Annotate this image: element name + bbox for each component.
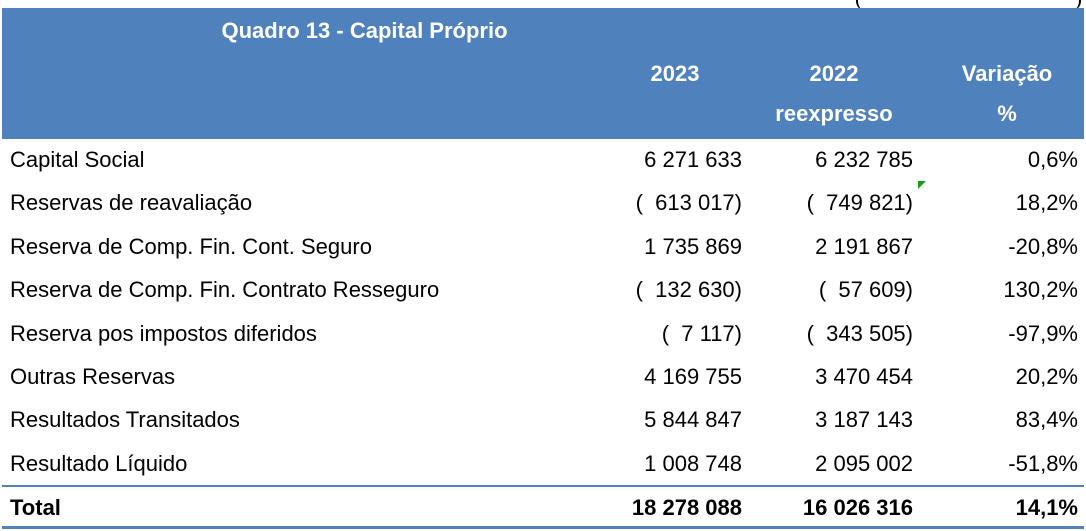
row-label: Reserva de Comp. Fin. Cont. Seguro: [10, 233, 372, 259]
total-2022: 16 026 316: [802, 495, 913, 520]
table-row: Resultados Transitados 5 844 847 3 187 1…: [0, 400, 1086, 443]
row-label: Reserva pos impostos diferidos: [10, 320, 317, 346]
value-variation: 83,4%: [1015, 407, 1078, 433]
total-divider-top: [2, 485, 1084, 487]
table-body: Capital Social 6 271 633 6 232 785 0,6% …: [0, 140, 1086, 487]
column-header-variation-sub: %: [997, 101, 1017, 126]
table-row: Reserva de Comp. Fin. Contrato Resseguro…: [0, 270, 1086, 313]
value-variation: -20,8%: [1008, 233, 1078, 259]
column-header-2022: 2022: [809, 61, 859, 86]
value-2022: 3 187 143: [815, 407, 913, 433]
value-2022: 3 470 454: [815, 363, 913, 389]
value-2023: ( 7 117): [661, 320, 742, 346]
column-header-2022-sub: reexpresso: [775, 101, 893, 126]
row-label: Outras Reservas: [10, 363, 176, 389]
total-divider-bottom: [2, 526, 1084, 529]
value-2023: 1 735 869: [644, 233, 742, 259]
total-variation: 14,1%: [1015, 495, 1078, 520]
value-variation: 18,2%: [1015, 190, 1078, 216]
value-2023: 4 169 755: [644, 363, 742, 389]
value-variation: 0,6%: [1027, 147, 1078, 172]
value-2023: ( 613 017): [635, 190, 742, 216]
value-2023: 6 271 633: [644, 147, 742, 172]
table-title: Quadro 13 - Capital Próprio: [221, 18, 508, 43]
value-2022: 2 095 002: [815, 450, 913, 476]
value-2023: 5 844 847: [644, 407, 742, 433]
table-row: Capital Social 6 271 633 6 232 785 0,6%: [0, 140, 1086, 183]
column-header-2023: 2023: [650, 61, 700, 86]
table-row: Reserva pos impostos diferidos ( 7 117) …: [0, 314, 1086, 357]
value-2022: 6 232 785: [815, 147, 913, 172]
table-row: Reserva de Comp. Fin. Cont. Seguro 1 735…: [0, 227, 1086, 270]
table-row: Outras Reservas 4 169 755 3 470 454 20,2…: [0, 357, 1086, 400]
total-2023: 18 278 088: [631, 495, 742, 520]
value-2022: 2 191 867: [815, 233, 913, 259]
row-label: Resultado Líquido: [10, 450, 188, 476]
row-label: Reserva de Comp. Fin. Contrato Resseguro: [10, 277, 440, 303]
value-2023: ( 132 630): [635, 277, 742, 303]
row-label: Reservas de reavaliação: [10, 190, 253, 216]
value-2022: ( 749 821): [806, 190, 913, 216]
total-row: Total 18 278 088 16 026 316 14,1%: [0, 487, 1086, 525]
total-label: Total: [10, 495, 61, 520]
value-variation: 20,2%: [1015, 363, 1078, 389]
row-label: Resultados Transitados: [10, 407, 240, 433]
table-row: Resultado Líquido 1 008 748 2 095 002 -5…: [0, 444, 1086, 487]
table-row: Reservas de reavaliação ( 613 017) ( 749…: [0, 183, 1086, 226]
row-label: Capital Social: [10, 147, 145, 172]
table-header: Quadro 13 - Capital Próprio 2023 2022 re…: [2, 8, 1084, 139]
cell-comment-indicator[interactable]: [918, 181, 926, 189]
value-2022: ( 57 609): [818, 277, 913, 303]
value-variation: -97,9%: [1008, 320, 1078, 346]
value-variation: -51,8%: [1008, 450, 1078, 476]
value-variation: 130,2%: [1003, 277, 1078, 303]
column-header-variation: Variação: [961, 61, 1053, 86]
value-2022: ( 343 505): [806, 320, 913, 346]
value-2023: 1 008 748: [644, 450, 742, 476]
